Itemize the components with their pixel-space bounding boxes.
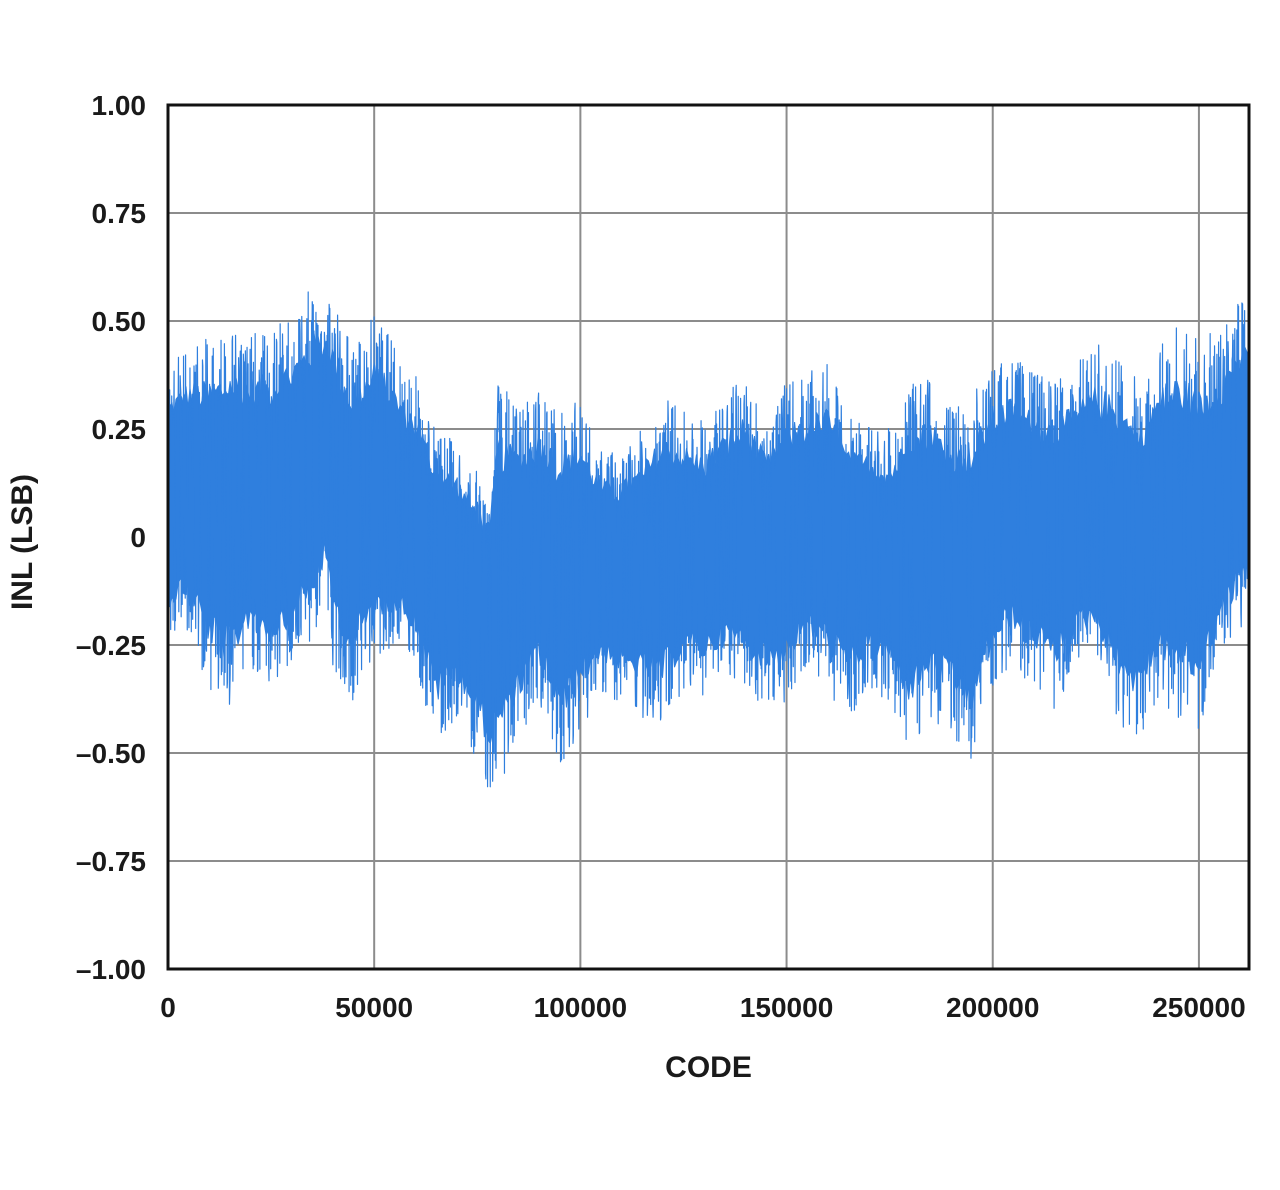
x-tick-label: 0 [160,992,176,1023]
y-tick-label: –0.50 [76,738,146,769]
y-tick-label: 0.25 [92,414,147,445]
x-axis-ticks: 0 50000 100000 150000 200000 250000 [160,992,1245,1023]
inl-series [167,291,1250,788]
y-tick-label: 0.50 [92,306,147,337]
y-tick-label: 1.00 [92,90,147,121]
x-tick-label: 250000 [1152,992,1245,1023]
y-tick-label: –0.25 [76,630,146,661]
y-tick-label: –0.75 [76,846,146,877]
y-axis-ticks: 1.00 0.75 0.50 0.25 0 –0.25 –0.50 –0.75 –1.00 [76,90,146,985]
y-tick-label: –1.00 [76,954,146,985]
x-tick-label: 150000 [740,992,833,1023]
inl-trace [167,291,1250,788]
y-tick-label: 0 [130,522,146,553]
x-axis-title: CODE [665,1051,752,1084]
y-axis-title: INL (LSB) [6,474,39,610]
y-tick-label: 0.75 [92,198,147,229]
x-tick-label: 50000 [335,992,413,1023]
plot-area-frame [166,103,1251,971]
x-tick-label: 200000 [946,992,1039,1023]
x-tick-label: 100000 [534,992,627,1023]
